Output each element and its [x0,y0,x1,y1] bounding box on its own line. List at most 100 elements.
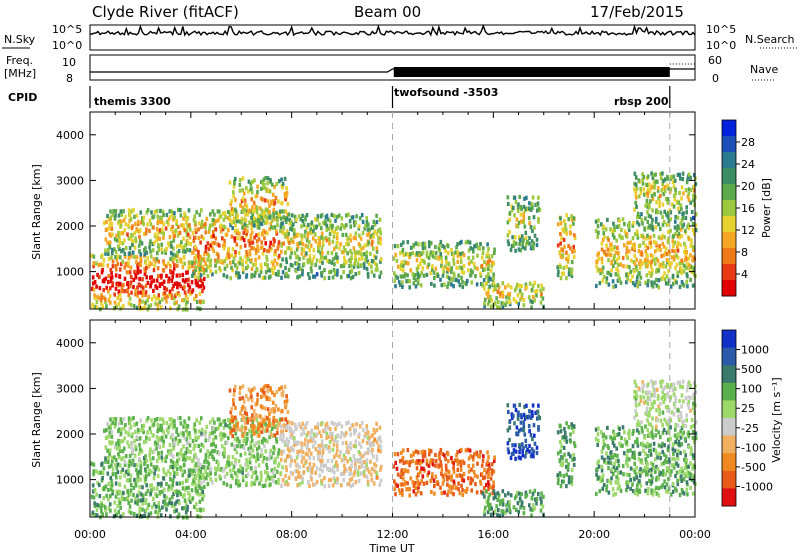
power-cell [213,221,216,226]
power-cell [694,228,698,233]
power-cell [122,282,125,288]
power-cell [254,251,258,256]
velocity-cell [309,435,312,440]
velocity-cell [297,422,301,427]
velocity-cell [497,508,500,513]
power-cell [231,247,235,252]
power-cell [248,249,252,254]
power-cell [613,245,616,250]
velocity-cell [492,469,496,474]
power-cell [102,288,105,293]
velocity-cell [117,497,121,502]
power-cell [232,190,235,195]
power-cell [146,256,149,261]
power-cell [193,296,196,302]
power-cell [244,212,247,217]
velocity-cell [111,489,115,494]
velocity-cell [301,476,304,481]
power-cell [314,239,318,244]
power-cell [677,231,681,236]
power-cell [183,211,186,216]
power-cell [506,233,510,238]
power-cell [150,210,153,215]
power-cell [343,258,347,264]
velocity-cell [534,410,537,415]
velocity-cell [438,451,441,456]
velocity-cell [245,474,248,479]
power-cell [181,265,185,270]
velocity-cell [246,432,249,437]
power-cell [614,250,618,255]
power-cell [208,223,212,228]
power-cell [228,213,232,218]
velocity-cell [129,510,133,515]
power-cell [310,220,314,225]
power-cell [686,284,689,289]
power-cell [406,279,410,284]
power-cell [139,269,142,274]
power-cell [168,243,171,248]
power-cell [640,252,644,257]
power-cell [661,275,665,280]
velocity-cell [428,452,431,457]
power-cell [112,306,116,311]
velocity-cell [169,459,173,464]
power-cell [366,232,369,237]
velocity-cell [155,486,159,491]
velocity-cell [104,484,108,489]
power-cell [525,195,528,200]
power-cell [625,280,628,285]
power-cell [160,250,164,255]
power-cell [228,180,232,185]
velocity-cell [197,443,201,448]
velocity-cell [266,456,269,461]
power-cell [452,261,456,266]
velocity-cell [187,416,191,421]
power-cell [243,222,247,227]
power-cell [246,212,249,217]
velocity-cell [173,423,176,428]
velocity-cell [204,457,208,462]
power-cell [396,275,399,280]
velocity-cell [178,438,182,443]
power-cell [647,202,651,208]
velocity-cell [597,475,601,480]
power-cell [187,282,190,288]
power-cell [302,255,305,260]
freq-tick-top: 10 [62,56,76,69]
power-cell [281,200,284,205]
velocity-cell [636,443,640,448]
power-cell [253,223,256,228]
velocity-cell [640,426,644,431]
velocity-cell [310,477,313,482]
velocity-cell [123,473,126,478]
velocity-cell [601,486,604,491]
power-cell [600,256,604,261]
power-cell [129,237,133,242]
power-cell [110,226,114,231]
velocity-cell [90,494,94,499]
velocity-cell [117,509,121,515]
power-cell [627,224,631,229]
power-cell [660,188,664,193]
power-cell [167,279,171,284]
velocity-cell [474,451,477,456]
velocity-cell [184,451,187,456]
power-cell [501,305,505,310]
power-cell [528,241,531,246]
power-cell [211,222,214,227]
power-cell [623,222,626,227]
velocity-cell [129,445,133,450]
velocity-cell [425,462,429,467]
power-cell [659,263,663,268]
velocity-cell [98,494,102,499]
velocity-cell [322,428,325,434]
colorbar-swatch [722,264,736,281]
velocity-cell [153,502,156,507]
power-cell [676,200,680,205]
power-cell [528,295,531,300]
power-cell [479,242,482,247]
power-cell [260,215,263,220]
power-cell [457,273,460,278]
velocity-cell [254,412,257,418]
